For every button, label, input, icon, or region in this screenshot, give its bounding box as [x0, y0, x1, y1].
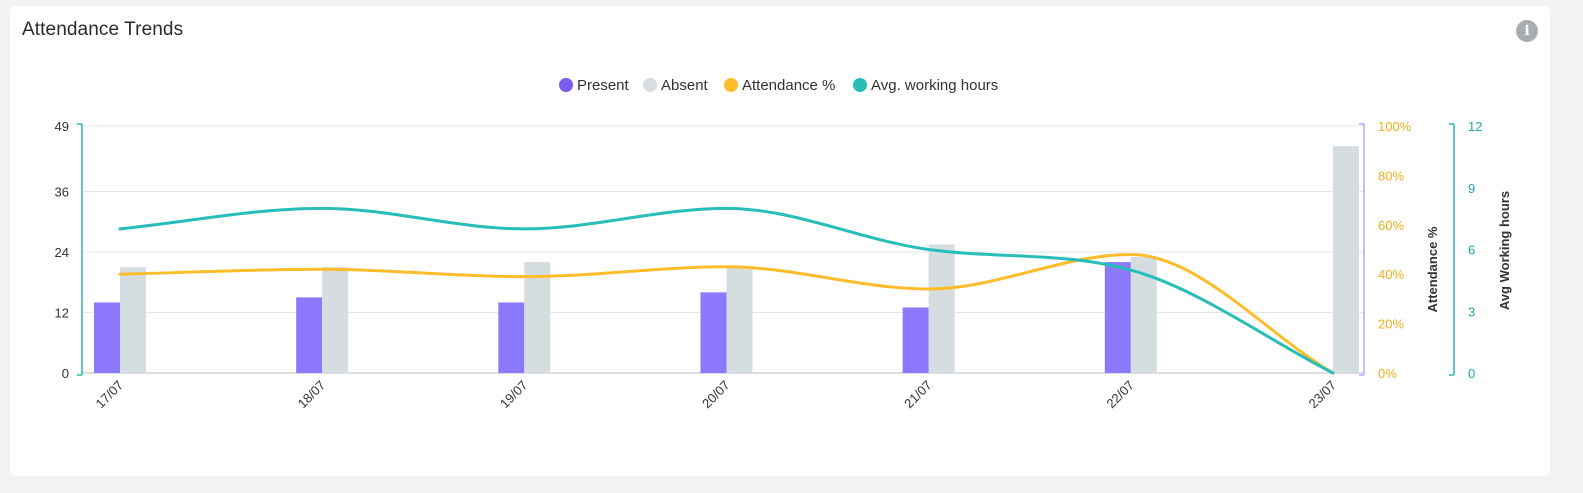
absent-bar[interactable] [726, 267, 753, 373]
legend-marker [643, 78, 657, 92]
axes: 0122436490%20%40%60%80%100%036912Attenda… [55, 119, 1512, 411]
x-tick-label: 19/07 [497, 378, 531, 412]
legend-label: Present [577, 77, 630, 94]
card-title: Attendance Trends [22, 19, 184, 40]
legend-label: Absent [661, 77, 709, 94]
hours-tick-label: 12 [1468, 119, 1482, 134]
legend-item[interactable]: Avg. working hours [853, 77, 998, 94]
legend-marker [853, 78, 867, 92]
present-bar[interactable] [902, 307, 929, 373]
attendance-tick-label: 100% [1378, 119, 1412, 134]
attendance-tick-label: 80% [1378, 168, 1404, 183]
attendance-tick-label: 0% [1378, 366, 1397, 381]
present-bar[interactable] [94, 302, 120, 373]
absent-bar[interactable] [322, 267, 349, 373]
attendance-tick-label: 20% [1378, 317, 1404, 332]
legend-label: Attendance % [742, 77, 835, 94]
hours-tick-label: 3 [1468, 304, 1475, 319]
x-tick-label: 20/07 [699, 378, 733, 412]
absent-bar[interactable] [928, 244, 955, 373]
attendance-tick-label: 60% [1378, 218, 1404, 233]
info-icon[interactable]: i [1516, 20, 1538, 42]
legend-item[interactable]: Present [559, 77, 630, 94]
attendance-axis-title: Attendance % [1425, 226, 1440, 312]
hours-tick-label: 9 [1468, 181, 1475, 196]
left-tick-label: 24 [55, 245, 69, 260]
legend: Present Absent Attendance % Avg. working ho… [559, 77, 998, 94]
present-bar[interactable] [700, 292, 727, 373]
bars [94, 146, 1359, 373]
hours-tick-label: 6 [1468, 243, 1475, 258]
legend-label: Avg. working hours [871, 77, 998, 94]
present-bar[interactable] [498, 302, 525, 373]
left-tick-label: 36 [55, 185, 69, 200]
hours-tick-label: 0 [1468, 366, 1475, 381]
absent-bar[interactable] [1333, 146, 1359, 373]
left-tick-label: 12 [55, 306, 69, 321]
absent-bar[interactable] [120, 267, 146, 373]
x-tick-label: 18/07 [295, 378, 329, 412]
legend-marker [559, 78, 573, 92]
x-tick-label: 21/07 [901, 378, 935, 412]
absent-bar[interactable] [524, 262, 551, 373]
left-tick-label: 0 [62, 366, 69, 381]
legend-item[interactable]: Attendance % [724, 77, 835, 94]
present-bar[interactable] [1104, 262, 1131, 373]
x-tick-label: 17/07 [93, 378, 127, 412]
attendance-tick-label: 40% [1378, 267, 1404, 282]
x-tick-label: 22/07 [1103, 378, 1137, 412]
hours-axis-title: Avg Working hours [1497, 191, 1512, 310]
attendance-line[interactable] [118, 252, 1335, 375]
left-tick-label: 49 [55, 119, 69, 134]
legend-marker [724, 78, 738, 92]
attendance-trends-card: Attendance Trends i [10, 6, 1550, 476]
present-bar[interactable] [296, 297, 323, 373]
legend-item[interactable]: Absent [643, 77, 709, 94]
avg-hours-line[interactable] [118, 206, 1335, 375]
x-tick-label: 23/07 [1306, 378, 1340, 412]
series-lines [118, 206, 1335, 375]
